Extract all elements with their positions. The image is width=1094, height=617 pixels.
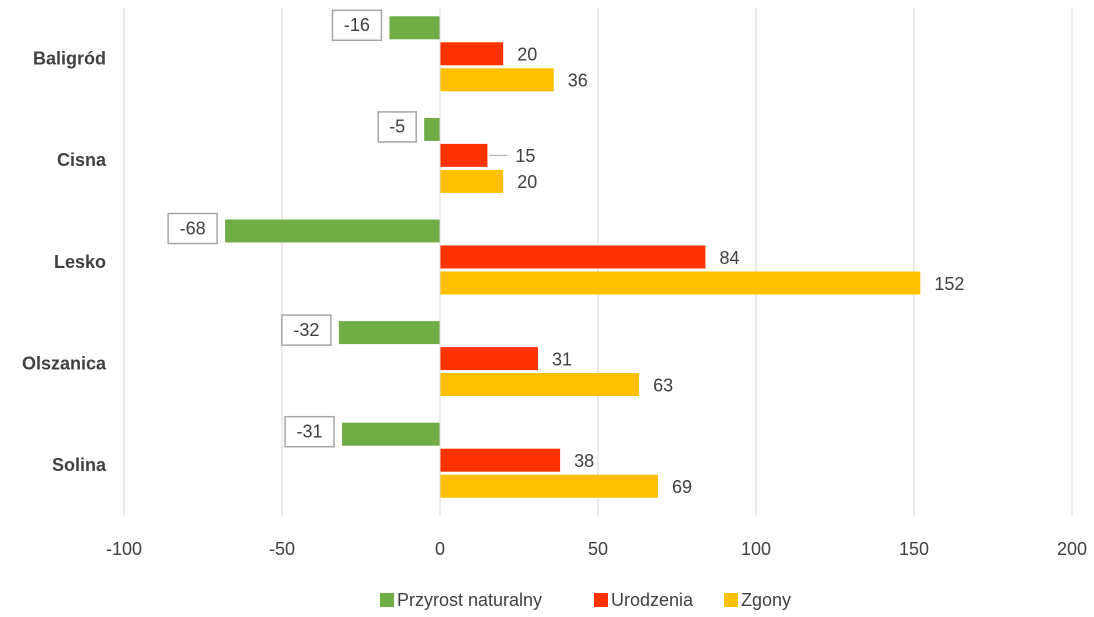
bar (440, 42, 504, 66)
data-label: -31 (297, 421, 323, 441)
data-labels: -16 20 36 -5 15 20 -68 84 152 -32 31 63 -31 38 69 (167, 9, 964, 497)
data-label-box (331, 9, 383, 42)
bar (424, 117, 440, 141)
x-tick-label: 150 (899, 539, 929, 559)
x-axis: -100 -50 0 50 100 150 200 (106, 539, 1087, 559)
legend-swatch (594, 593, 608, 607)
bar (440, 474, 659, 498)
legend-label: Urodzenia (611, 590, 694, 610)
bar (440, 271, 921, 295)
data-label: -5 (389, 117, 405, 137)
data-label: 38 (574, 451, 594, 471)
data-label-box (167, 212, 218, 245)
bar (440, 169, 504, 193)
category-label: Lesko (54, 252, 106, 272)
y-axis: Baligród Cisna Lesko Olszanica Solina (22, 49, 107, 475)
bar (440, 68, 554, 92)
x-tick-label: 200 (1057, 539, 1087, 559)
category-label: Baligród (33, 49, 106, 69)
data-label: -16 (344, 15, 370, 35)
category-label: Solina (52, 455, 107, 475)
x-tick-label: -50 (269, 539, 295, 559)
legend: Przyrost naturalny Urodzenia Zgony (380, 590, 791, 610)
data-label: -68 (180, 218, 206, 238)
bar (389, 16, 440, 40)
data-label-box (281, 314, 332, 346)
bar (440, 245, 706, 269)
legend-label: Przyrost naturalny (397, 590, 542, 610)
data-label: 31 (552, 349, 572, 369)
data-label: 20 (517, 172, 537, 192)
legend-label: Zgony (741, 590, 791, 610)
bar (342, 422, 440, 446)
bar (440, 143, 488, 167)
data-label-box (377, 111, 417, 143)
bar (440, 347, 538, 371)
data-label: -32 (293, 320, 319, 340)
x-tick-label: 100 (741, 539, 771, 559)
data-label-box (284, 415, 335, 448)
bar (440, 448, 561, 472)
x-tick-label: 50 (588, 539, 608, 559)
category-label: Olszanica (22, 353, 107, 373)
data-label: 152 (934, 274, 964, 294)
data-label: 15 (515, 146, 535, 166)
data-label: 36 (568, 71, 588, 91)
x-tick-label: 0 (435, 539, 445, 559)
data-label: 20 (517, 45, 537, 65)
data-label: 63 (653, 375, 673, 395)
data-label: 84 (719, 248, 739, 268)
category-label: Cisna (57, 150, 107, 170)
bar (440, 373, 640, 397)
bar (338, 321, 440, 345)
data-label: 69 (672, 477, 692, 497)
x-tick-label: -100 (106, 539, 142, 559)
bar (225, 219, 440, 243)
legend-swatch (724, 593, 738, 607)
bars (225, 16, 921, 498)
legend-swatch (380, 593, 394, 607)
